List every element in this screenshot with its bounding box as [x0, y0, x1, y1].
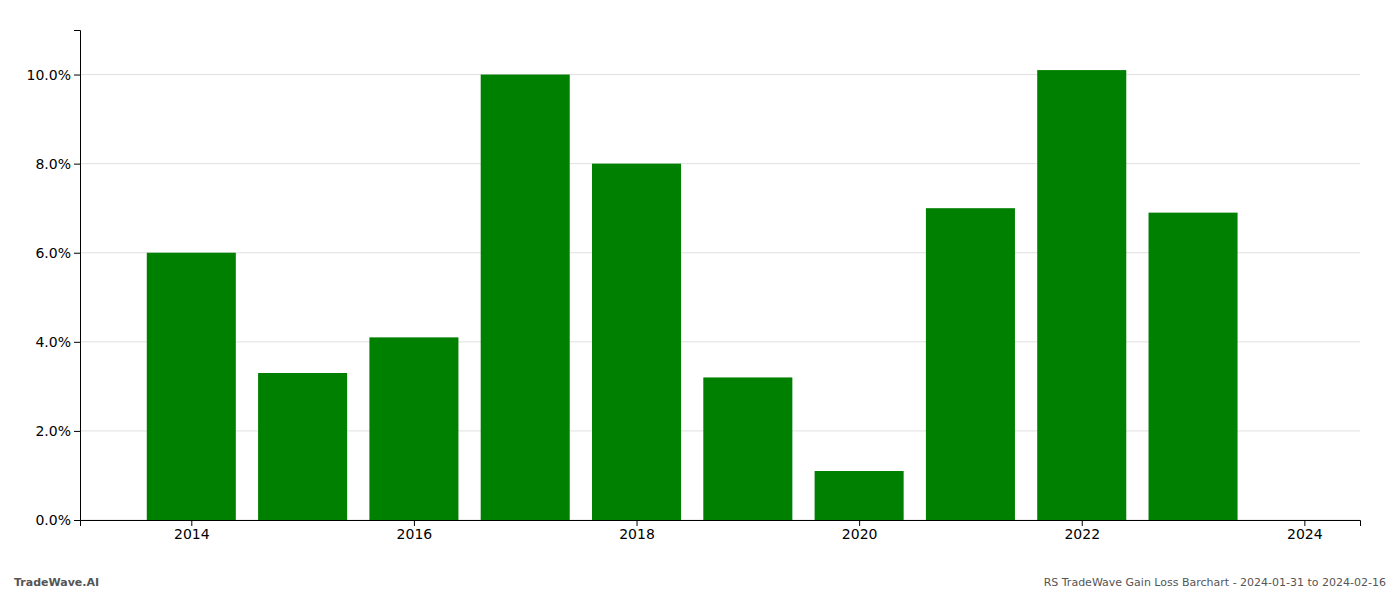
y-axis: 0.0% 2.0% 4.0% 6.0% 8.0% 10.0%: [27, 31, 81, 528]
bar: [481, 75, 570, 520]
bar: [1149, 213, 1238, 520]
x-tick: 2020: [842, 520, 878, 542]
footer-left: TradeWave.AI: [14, 576, 99, 589]
x-tick-label: 2022: [1064, 526, 1100, 542]
chart: 2014 2016 2018 2020 2022 2024 0.0% 2.0% 4.0% 6.0%…: [0, 0, 1400, 600]
y-tick-label: 6.0%: [35, 245, 71, 261]
x-tick-label: 2018: [619, 526, 655, 542]
y-axis-line: [74, 31, 81, 521]
x-tick-label: 2020: [842, 526, 878, 542]
x-tick-label: 2014: [174, 526, 210, 542]
x-tick-label: 2024: [1287, 526, 1323, 542]
y-tick-mark: [74, 520, 80, 521]
bar: [258, 373, 347, 520]
y-tick-label: 2.0%: [35, 423, 71, 439]
bar: [703, 377, 792, 520]
grid-line: [80, 163, 1360, 164]
y-tick-label: 8.0%: [35, 156, 71, 172]
x-axis: 2014 2016 2018 2020 2022 2024: [81, 520, 1361, 542]
y-tick-mark: [74, 164, 80, 165]
y-tick: 2.0%: [35, 423, 80, 439]
grid-line: [80, 74, 1360, 75]
bar: [1037, 70, 1126, 520]
x-tick: 2018: [619, 520, 655, 542]
x-axis-line: [81, 521, 1361, 527]
x-tick: 2016: [397, 520, 433, 542]
y-tick-mark: [74, 342, 80, 343]
x-tick: 2024: [1287, 520, 1323, 542]
y-tick-label: 10.0%: [27, 67, 71, 83]
x-tick: 2022: [1064, 520, 1100, 542]
bar: [815, 471, 904, 520]
y-tick: 4.0%: [35, 334, 80, 350]
x-tick: 2014: [174, 520, 210, 542]
bar: [926, 208, 1015, 520]
bar: [147, 253, 236, 520]
y-tick-mark: [74, 75, 80, 76]
footer: TradeWave.AI RS TradeWave Gain Loss Barch…: [14, 576, 1386, 589]
footer-right: RS TradeWave Gain Loss Barchart - 2024-0…: [1044, 576, 1386, 589]
plot: 2014 2016 2018 2020 2022 2024 0.0% 2.0% 4.0% 6.0%…: [27, 31, 1361, 542]
y-tick: 0.0%: [35, 512, 80, 528]
y-tick-mark: [74, 431, 80, 432]
y-tick-label: 0.0%: [35, 512, 71, 528]
x-tick-label: 2016: [397, 526, 433, 542]
bars: [147, 70, 1238, 520]
y-tick: 6.0%: [35, 245, 80, 261]
bar: [592, 164, 681, 520]
grid: [80, 75, 1360, 520]
bar: [369, 337, 458, 520]
y-tick-label: 4.0%: [35, 334, 71, 350]
y-tick: 8.0%: [35, 156, 80, 172]
y-tick-mark: [74, 253, 80, 254]
y-tick: 10.0%: [27, 67, 80, 83]
